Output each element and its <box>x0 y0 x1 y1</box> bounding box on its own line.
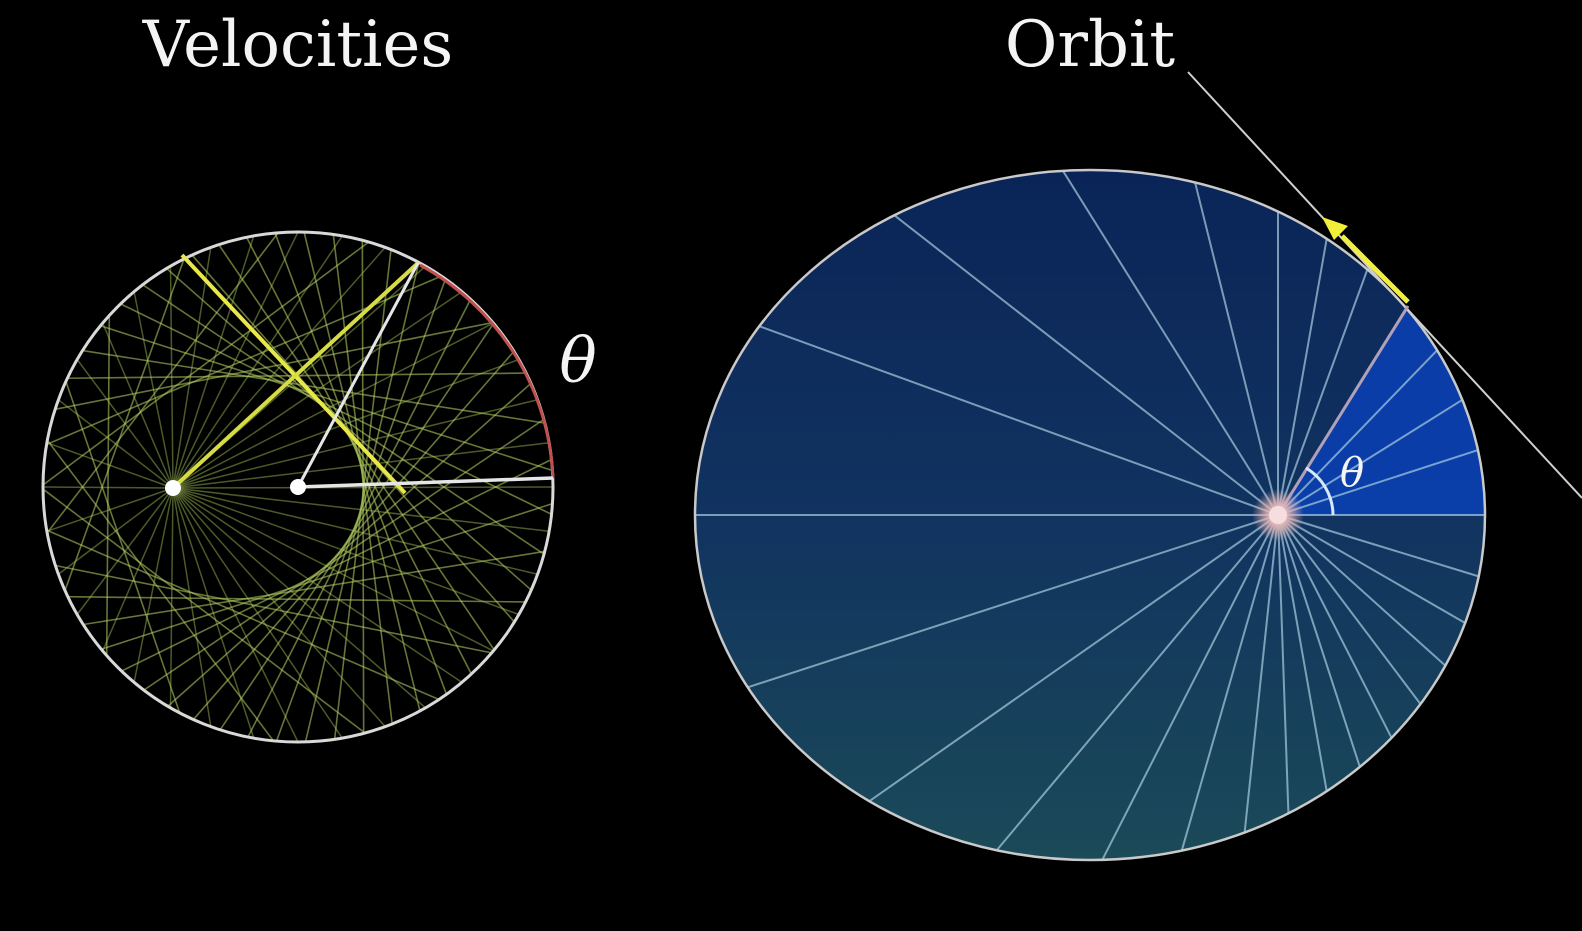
orbit-sector-line <box>1101 514 1279 860</box>
velocity-tangent-line <box>67 595 526 603</box>
orbit-sector-line <box>747 514 1279 689</box>
velocity-tangent-line <box>167 382 532 707</box>
highlighted-velocity-line <box>180 253 407 495</box>
orbit-sector-line <box>1277 514 1466 624</box>
circle-center-dot <box>290 479 306 495</box>
orbit-sector-line <box>1277 349 1438 516</box>
velocity-tangent-line <box>42 241 370 486</box>
eccentric-point-dot <box>165 480 181 496</box>
orbit-sector-line <box>1277 514 1290 814</box>
reference-radius-line <box>297 476 554 489</box>
velocity-tangent-line <box>166 267 532 591</box>
velocity-tangent-line <box>218 244 495 651</box>
rotated-radius-line <box>296 262 420 488</box>
orbit-sector-line <box>1277 514 1422 705</box>
velocity-tangent-line <box>64 258 185 591</box>
orbit-sector-line <box>995 514 1279 851</box>
orbit-sector-line <box>1277 514 1393 739</box>
velocity-tangent-line <box>65 381 181 714</box>
velocity-tangent-line <box>121 458 552 672</box>
velocity-tangent-line <box>274 232 448 695</box>
orbit-sector-line <box>868 514 1279 802</box>
orbit-sector-line <box>1243 514 1279 833</box>
velocity-tangent-line <box>46 439 275 742</box>
velocities-title: Velocities <box>142 8 453 82</box>
velocity-tangent-line <box>101 502 553 650</box>
highlighted-velocity-vector <box>171 261 420 490</box>
orbit-angle-arc <box>1305 466 1335 516</box>
orbit-sector-line <box>1277 449 1479 516</box>
planet-radius-line <box>1276 305 1410 516</box>
orbit-theta-label: θ <box>1340 450 1364 496</box>
orbit-sector-line <box>1277 514 1479 578</box>
velocity-arrowhead <box>1322 217 1348 240</box>
orbit-ellipse-outline <box>693 168 1487 862</box>
sun <box>1269 506 1287 524</box>
velocity-tangent-line <box>303 231 421 712</box>
velocity-tangent-line <box>332 234 393 725</box>
velocity-tangent-line <box>82 349 545 424</box>
orbit-sector-line <box>1277 238 1328 516</box>
velocity-tangent-line <box>105 315 111 656</box>
orbit-diagram: θ <box>693 71 1582 862</box>
orbit-sector-line <box>1062 170 1279 516</box>
orbit-sector-line <box>1180 514 1279 851</box>
velocity-tangent-line <box>54 321 494 411</box>
velocity-tangent-line <box>46 232 279 534</box>
velocity-tangent-line <box>42 488 366 734</box>
orbit-sector-line <box>1277 514 1447 667</box>
velocity-theta-label: θ <box>559 324 596 397</box>
velocity-tangent-line <box>142 284 545 555</box>
velocity-arrow-shaft <box>1340 234 1410 304</box>
orbit-tangent-line <box>1187 71 1582 499</box>
orbit-sector-line <box>759 325 1279 516</box>
velocity-tangent-line <box>55 564 492 654</box>
velocity-circle <box>41 230 555 744</box>
orbit-sector-line <box>1277 514 1328 792</box>
orbit-sector-line <box>1277 398 1463 516</box>
velocity-diagram: θ <box>41 230 597 744</box>
orbit-sector-line <box>1277 514 1361 768</box>
velocity-tangent-line <box>100 325 553 472</box>
velocity-tangent-line <box>83 550 545 626</box>
velocity-tangent-line <box>247 298 472 738</box>
orbit-sector-line <box>1277 269 1369 516</box>
orbit-title: Orbit <box>1005 8 1176 82</box>
orbit-sector-line <box>893 214 1279 516</box>
velocity-tangent-line <box>46 529 440 701</box>
velocity-angle-arc <box>419 263 555 479</box>
orbit-sector-line <box>1194 182 1279 516</box>
